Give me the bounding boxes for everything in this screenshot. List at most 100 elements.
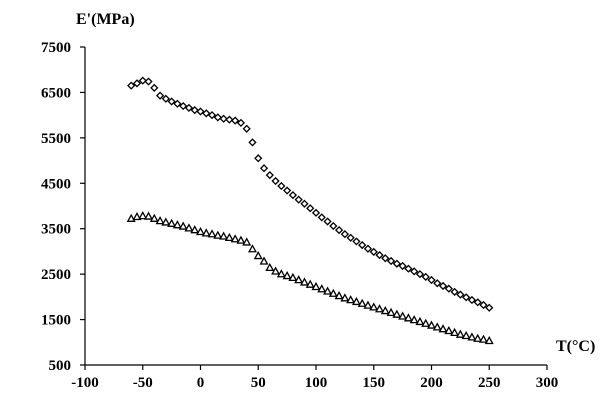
triangle-point — [409, 315, 419, 324]
diamond-point — [410, 267, 419, 276]
triangle-point — [369, 302, 379, 311]
triangle-point — [242, 237, 252, 246]
triangle-point — [253, 251, 263, 260]
diamond-point — [317, 213, 326, 222]
series-1 — [127, 76, 494, 312]
triangle-point — [467, 332, 477, 341]
triangle-point — [317, 284, 327, 293]
diamond-point — [127, 81, 136, 90]
diamond-point — [196, 107, 205, 116]
triangle-point — [207, 229, 217, 238]
diamond-point — [288, 190, 298, 200]
y-tick-label: 2500 — [41, 267, 71, 283]
diamond-point — [323, 217, 332, 226]
triangle-point — [271, 266, 281, 275]
diamond-point — [375, 250, 384, 260]
series-2 — [126, 211, 494, 345]
triangle-point — [380, 305, 390, 315]
diamond-point — [473, 298, 482, 307]
x-tick-label: 250 — [478, 375, 501, 391]
diamond-point — [132, 79, 142, 88]
diamond-point — [219, 114, 228, 123]
x-tick-label: 50 — [251, 375, 266, 391]
diamond-point — [386, 256, 396, 266]
triangle-point — [478, 334, 488, 343]
diamond-point — [398, 261, 407, 271]
triangle-point — [213, 230, 223, 239]
diamond-point — [479, 300, 488, 310]
diamond-point — [271, 176, 280, 186]
diamond-point — [444, 284, 453, 293]
diamond-point — [311, 208, 321, 217]
series-layer — [126, 76, 494, 345]
x-tick-label: 150 — [363, 375, 386, 391]
x-tick-label: -100 — [71, 375, 99, 391]
triangle-point — [299, 277, 309, 286]
triangle-point — [340, 293, 350, 302]
y-tick-label: 5500 — [41, 131, 71, 147]
triangle-point — [346, 295, 356, 304]
triangle-point — [219, 231, 229, 240]
diamond-point — [236, 118, 246, 127]
y-tick-label: 500 — [49, 358, 72, 374]
diamond-point — [242, 124, 251, 133]
triangle-point — [334, 290, 344, 300]
diamond-point — [421, 272, 430, 281]
diamond-point — [427, 275, 436, 285]
diamond-point — [155, 91, 165, 100]
triangle-point — [455, 329, 465, 338]
triangle-point — [236, 235, 246, 244]
diamond-point — [433, 279, 442, 288]
diamond-point — [207, 111, 217, 120]
diamond-point — [294, 195, 303, 204]
triangle-point — [473, 333, 483, 342]
triangle-point — [294, 275, 304, 284]
triangle-point — [196, 226, 205, 236]
triangle-point — [386, 307, 396, 317]
diamond-point — [213, 113, 222, 122]
triangle-point — [172, 220, 182, 229]
diamond-point — [202, 109, 211, 118]
diamond-point — [358, 240, 367, 250]
diamond-point — [173, 99, 182, 108]
diamond-point — [225, 115, 234, 124]
diamond-point — [340, 230, 349, 239]
triangle-point — [247, 244, 257, 253]
triangle-point — [357, 298, 367, 307]
triangle-point — [484, 335, 494, 345]
diamond-point — [248, 138, 257, 147]
diamond-point — [150, 83, 159, 93]
diamond-point — [352, 237, 361, 246]
x-axis-label: T(°C) — [556, 338, 595, 355]
y-tick-label: 6500 — [41, 85, 71, 101]
triangle-point — [375, 304, 385, 313]
triangle-point — [230, 234, 240, 243]
diamond-point — [462, 293, 471, 302]
diamond-point — [329, 221, 338, 231]
x-tick-label: 300 — [536, 375, 559, 391]
triangle-point — [224, 232, 234, 242]
diamond-point — [138, 76, 147, 85]
diamond-point — [144, 77, 153, 86]
triangle-point — [415, 316, 425, 326]
triangle-point — [276, 269, 286, 278]
triangle-point — [438, 324, 448, 333]
diamond-point — [404, 264, 413, 273]
diamond-point — [456, 290, 465, 299]
x-tick-label: 200 — [420, 375, 443, 391]
triangle-point — [398, 311, 408, 320]
diamond-point — [184, 103, 194, 112]
diamond-point — [259, 164, 269, 173]
x-ticks: -100 -50 0 50 100 150 200 250 300 — [71, 365, 558, 391]
triangle-point — [201, 228, 211, 237]
diamond-point — [300, 199, 309, 208]
triangle-point — [149, 213, 159, 222]
triangle-point — [265, 262, 275, 272]
triangle-point — [259, 256, 269, 265]
diamond-point — [415, 270, 425, 279]
triangle-point — [328, 288, 338, 297]
diamond-point — [265, 170, 274, 180]
triangle-point — [132, 211, 142, 221]
diamond-point — [381, 254, 390, 263]
